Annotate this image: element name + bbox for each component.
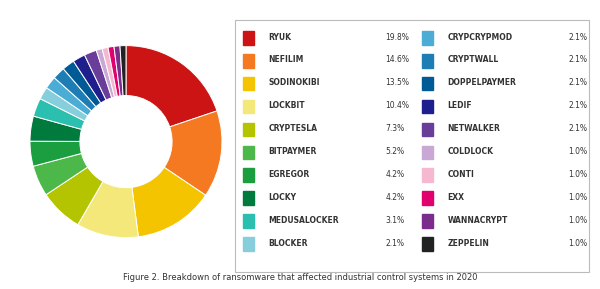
Text: RYUK: RYUK xyxy=(268,33,291,42)
Text: 1.0%: 1.0% xyxy=(568,239,587,248)
Text: 10.4%: 10.4% xyxy=(385,101,409,110)
Text: LOCKBIT: LOCKBIT xyxy=(268,101,305,110)
Bar xyxy=(422,54,433,68)
Text: 2.1%: 2.1% xyxy=(568,55,587,64)
Text: 2.1%: 2.1% xyxy=(568,33,587,42)
Text: COLDLOCK: COLDLOCK xyxy=(448,147,494,156)
Bar xyxy=(242,54,254,68)
Wedge shape xyxy=(64,61,101,107)
Text: 13.5%: 13.5% xyxy=(385,78,409,87)
Bar xyxy=(422,31,433,45)
FancyBboxPatch shape xyxy=(235,20,589,272)
Text: DOPPELPAYMER: DOPPELPAYMER xyxy=(448,78,517,87)
Bar xyxy=(422,146,433,159)
Wedge shape xyxy=(30,141,82,166)
Wedge shape xyxy=(55,69,96,111)
Text: 1.0%: 1.0% xyxy=(568,216,587,225)
Text: EGREGOR: EGREGOR xyxy=(268,170,310,179)
Wedge shape xyxy=(108,46,120,96)
Bar xyxy=(242,214,254,228)
Wedge shape xyxy=(120,46,126,96)
Wedge shape xyxy=(126,46,217,127)
Bar xyxy=(422,123,433,136)
Wedge shape xyxy=(132,167,206,237)
Text: 4.2%: 4.2% xyxy=(385,170,404,179)
Text: 2.1%: 2.1% xyxy=(568,78,587,87)
Wedge shape xyxy=(40,88,88,121)
Bar xyxy=(242,123,254,136)
Text: 2.1%: 2.1% xyxy=(568,124,587,133)
Text: 2.1%: 2.1% xyxy=(568,101,587,110)
Text: ZEPPELIN: ZEPPELIN xyxy=(448,239,490,248)
Text: 1.0%: 1.0% xyxy=(568,170,587,179)
Bar xyxy=(422,237,433,251)
Wedge shape xyxy=(46,167,103,225)
Text: CONTI: CONTI xyxy=(448,170,475,179)
Text: Figure 2. Breakdown of ransomware that affected industrial control systems in 20: Figure 2. Breakdown of ransomware that a… xyxy=(123,273,477,282)
Bar xyxy=(242,100,254,113)
Text: WANNACRYPT: WANNACRYPT xyxy=(448,216,508,225)
Text: CRYPTWALL: CRYPTWALL xyxy=(448,55,499,64)
Text: EXX: EXX xyxy=(448,193,464,202)
Wedge shape xyxy=(114,46,123,96)
Bar xyxy=(422,77,433,90)
Text: NEFILIM: NEFILIM xyxy=(268,55,304,64)
Text: 19.8%: 19.8% xyxy=(385,33,409,42)
Bar xyxy=(422,214,433,228)
Text: NETWALKER: NETWALKER xyxy=(448,124,500,133)
Text: 3.1%: 3.1% xyxy=(385,216,404,225)
Wedge shape xyxy=(47,78,92,116)
Bar xyxy=(242,31,254,45)
Text: 5.2%: 5.2% xyxy=(385,147,404,156)
Wedge shape xyxy=(85,50,112,100)
Text: 1.0%: 1.0% xyxy=(568,193,587,202)
Bar xyxy=(242,168,254,182)
Text: 4.2%: 4.2% xyxy=(385,193,404,202)
Bar xyxy=(242,191,254,205)
Wedge shape xyxy=(102,47,118,97)
Wedge shape xyxy=(34,99,85,129)
Text: 2.1%: 2.1% xyxy=(385,239,404,248)
Text: LEDIF: LEDIF xyxy=(448,101,472,110)
Bar xyxy=(242,237,254,251)
Wedge shape xyxy=(30,116,82,141)
Wedge shape xyxy=(97,49,115,98)
Wedge shape xyxy=(164,111,222,195)
Text: 1.0%: 1.0% xyxy=(568,147,587,156)
Text: BITPAYMER: BITPAYMER xyxy=(268,147,317,156)
Text: 7.3%: 7.3% xyxy=(385,124,404,133)
Text: SODINOKIBI: SODINOKIBI xyxy=(268,78,320,87)
Text: BLOCKER: BLOCKER xyxy=(268,239,308,248)
Wedge shape xyxy=(33,153,88,195)
Bar xyxy=(242,146,254,159)
Bar xyxy=(242,77,254,90)
Text: CRYPTESLA: CRYPTESLA xyxy=(268,124,317,133)
Bar xyxy=(422,100,433,113)
Text: LOCKY: LOCKY xyxy=(268,193,296,202)
Text: CRYPCRYPMOD: CRYPCRYPMOD xyxy=(448,33,513,42)
Text: 14.6%: 14.6% xyxy=(385,55,409,64)
Text: MEDUSALOCKER: MEDUSALOCKER xyxy=(268,216,339,225)
Wedge shape xyxy=(73,55,106,103)
Bar xyxy=(422,191,433,205)
Wedge shape xyxy=(78,181,139,238)
Bar xyxy=(422,168,433,182)
